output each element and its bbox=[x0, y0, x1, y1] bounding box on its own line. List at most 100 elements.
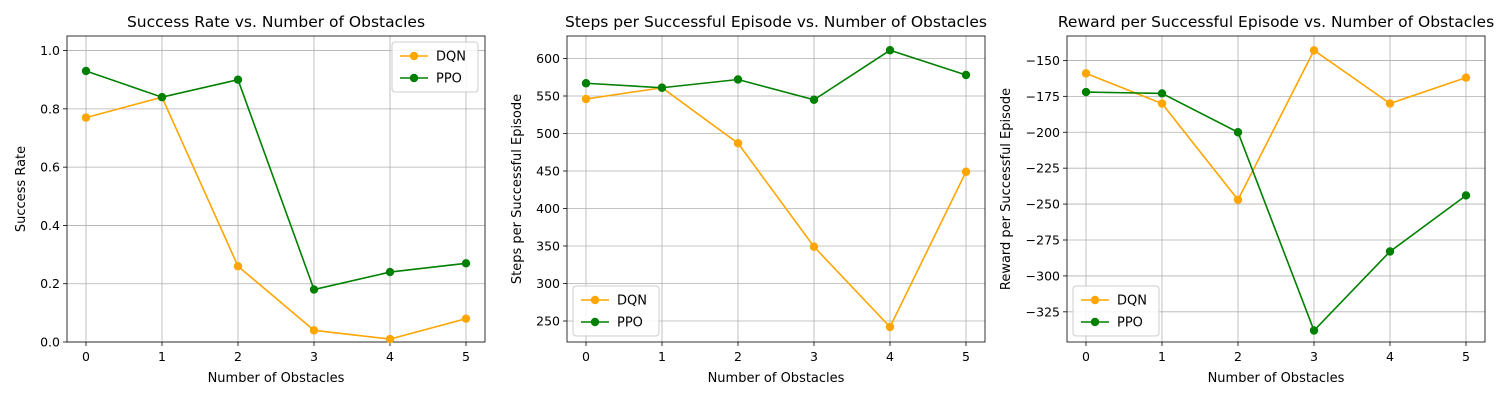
chart-panel-2: 0 1 2 3 4 5 250 300 350 400 450 500 550 600 Steps per … bbox=[510, 13, 987, 386]
data-point-ppo bbox=[461, 259, 471, 268]
series-ppo bbox=[1081, 87, 1471, 335]
data-point-ppo bbox=[1309, 326, 1319, 335]
data-point-ppo bbox=[233, 75, 243, 84]
x-tick-label: 2 bbox=[234, 349, 242, 364]
x-tick-label: 3 bbox=[1310, 349, 1318, 364]
chart-title: Reward per Successful Episode vs. Number… bbox=[1058, 13, 1494, 31]
data-point-ppo bbox=[1081, 87, 1091, 97]
chart-panel-3: 0 1 2 3 4 5 −325 −300 −275 −250 −225 −200 −175 −150 Re… bbox=[999, 13, 1494, 386]
x-axis-label: Number of Obstacles bbox=[208, 371, 345, 386]
data-point-dqn bbox=[309, 326, 319, 335]
data-point-dqn bbox=[1081, 69, 1091, 78]
series-line-dqn bbox=[85, 96, 467, 340]
series-line-ppo bbox=[1085, 91, 1467, 332]
data-point-ppo bbox=[733, 75, 743, 84]
x-tick-label: 0 bbox=[582, 349, 590, 364]
data-point-dqn bbox=[1157, 99, 1167, 108]
legend-marker-ppo bbox=[590, 317, 600, 327]
x-tick-label: 1 bbox=[1158, 349, 1166, 364]
data-point-ppo bbox=[1461, 191, 1471, 200]
data-point-ppo bbox=[157, 93, 167, 102]
y-tick-label: 300 bbox=[536, 276, 560, 291]
data-point-dqn bbox=[885, 322, 895, 332]
data-point-dqn bbox=[1233, 195, 1243, 204]
data-point-ppo bbox=[309, 285, 319, 294]
legend-label-dqn: DQN bbox=[1117, 294, 1147, 309]
y-tick-label: −200 bbox=[1026, 125, 1060, 140]
data-point-dqn bbox=[385, 334, 395, 344]
x-tick-label: 3 bbox=[810, 349, 818, 364]
series-ppo bbox=[81, 66, 471, 294]
legend-label-ppo: PPO bbox=[436, 72, 462, 87]
x-tick-label: 2 bbox=[1234, 349, 1242, 364]
y-tick-label: 500 bbox=[536, 126, 560, 141]
legend-label-ppo: PPO bbox=[617, 316, 643, 331]
data-point-ppo bbox=[1157, 89, 1167, 98]
y-tick-label: −150 bbox=[1026, 53, 1060, 68]
y-tick-label: 1.0 bbox=[40, 43, 60, 58]
data-point-dqn bbox=[461, 314, 471, 323]
x-tick-label: 0 bbox=[82, 349, 90, 364]
legend-marker-dqn bbox=[1090, 295, 1100, 305]
legend-marker-ppo bbox=[409, 73, 419, 83]
data-point-dqn bbox=[1385, 99, 1395, 108]
x-tick-label: 5 bbox=[1462, 349, 1470, 364]
y-tick-label: −175 bbox=[1026, 89, 1060, 104]
data-point-ppo bbox=[657, 83, 667, 92]
y-tick-label: 450 bbox=[536, 164, 560, 179]
data-point-ppo bbox=[809, 95, 819, 104]
chart-panel-1: 0 1 2 3 4 5 0.0 0.2 0.4 0.6 0.8 1.0 Success Rate vs.… bbox=[14, 13, 486, 386]
series-line-dqn bbox=[585, 86, 967, 329]
series-ppo bbox=[581, 46, 971, 104]
y-tick-label: −250 bbox=[1026, 197, 1060, 212]
series-line-dqn bbox=[1085, 49, 1467, 202]
data-point-dqn bbox=[961, 167, 971, 176]
y-tick-label: 550 bbox=[536, 89, 560, 104]
data-point-ppo bbox=[885, 46, 895, 55]
legend-marker-dqn bbox=[590, 295, 600, 305]
y-tick-label: 0.8 bbox=[40, 101, 60, 116]
y-tick-label: 0.2 bbox=[40, 276, 60, 291]
x-axis-label: Number of Obstacles bbox=[1208, 371, 1345, 386]
data-point-ppo bbox=[581, 79, 591, 88]
x-tick-label: 1 bbox=[658, 349, 666, 364]
data-point-dqn bbox=[733, 139, 743, 148]
data-point-ppo bbox=[385, 267, 395, 277]
chart-title: Steps per Successful Episode vs. Number … bbox=[565, 13, 987, 31]
x-tick-label: 4 bbox=[886, 349, 894, 364]
x-axis-label: Number of Obstacles bbox=[708, 371, 845, 386]
y-tick-label: −225 bbox=[1026, 161, 1060, 176]
series-dqn bbox=[81, 93, 471, 344]
legend: DQN PPO bbox=[572, 285, 660, 337]
legend: DQN PPO bbox=[391, 41, 479, 93]
data-point-ppo bbox=[81, 66, 91, 76]
y-tick-label: −275 bbox=[1026, 233, 1060, 248]
x-tick-label: 3 bbox=[310, 349, 318, 364]
y-axis-label: Steps per Successful Episode bbox=[510, 94, 525, 284]
x-tick-label: 2 bbox=[734, 349, 742, 364]
y-axis-label: Reward per Successful Episode bbox=[999, 88, 1014, 290]
y-tick-label: 250 bbox=[536, 314, 560, 329]
x-tick-label: 4 bbox=[1386, 349, 1394, 364]
x-tick-label: 5 bbox=[962, 349, 970, 364]
legend-marker-dqn bbox=[409, 51, 419, 61]
data-point-ppo bbox=[1385, 247, 1395, 256]
axes-frame bbox=[566, 35, 986, 343]
data-point-ppo bbox=[961, 70, 971, 80]
legend-label-dqn: DQN bbox=[436, 50, 466, 65]
x-tick-label: 1 bbox=[158, 349, 166, 364]
data-point-dqn bbox=[81, 113, 91, 122]
series-dqn bbox=[1081, 46, 1471, 204]
data-point-dqn bbox=[1309, 46, 1319, 55]
legend-marker-ppo bbox=[1090, 317, 1100, 327]
series-line-ppo bbox=[585, 49, 967, 101]
legend-label-ppo: PPO bbox=[1117, 316, 1143, 331]
legend: DQN PPO bbox=[1072, 285, 1160, 337]
data-point-dqn bbox=[581, 94, 591, 104]
x-tick-label: 0 bbox=[1082, 349, 1090, 364]
y-tick-label: 600 bbox=[536, 51, 560, 66]
data-point-dqn bbox=[233, 262, 243, 271]
y-tick-label: −300 bbox=[1026, 268, 1060, 283]
data-point-dqn bbox=[1461, 73, 1471, 82]
